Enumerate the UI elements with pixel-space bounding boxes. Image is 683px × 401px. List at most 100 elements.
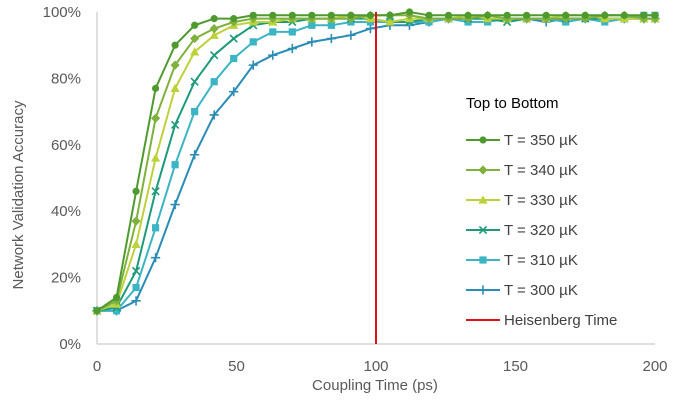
- data-point: [93, 307, 101, 315]
- y-tick-label: 80%: [51, 70, 81, 87]
- y-axis-tick-labels: 0% 20% 40% 60% 80% 100%: [43, 4, 81, 353]
- data-point: [288, 28, 296, 36]
- legend-item-t-320-k: T = 320 µK: [466, 222, 578, 239]
- legend-item-t-350-k: T = 350 µK: [466, 132, 578, 149]
- legend-label: T = 320 µK: [504, 222, 578, 239]
- data-point: [210, 78, 218, 86]
- x-tick-label: 100: [363, 358, 388, 375]
- data-point: [248, 60, 258, 70]
- legend-label: T = 340 µK: [504, 162, 578, 179]
- data-point: [112, 307, 121, 315]
- data-point: [484, 11, 492, 19]
- legend-item-t-330-k: T = 330 µK: [466, 192, 578, 209]
- data-point: [190, 150, 200, 160]
- data-point: [562, 11, 570, 19]
- data-point: [347, 11, 355, 19]
- legend-items: T = 350 µK T = 340 µK T = 330 µK T = 320 µK…: [466, 132, 617, 329]
- data-point: [209, 110, 219, 120]
- data-point: [542, 11, 550, 19]
- data-point: [503, 11, 511, 19]
- data-point: [151, 224, 160, 232]
- data-point: [131, 266, 141, 276]
- data-point: [640, 11, 648, 19]
- legend-label: T = 330 µK: [504, 192, 578, 209]
- data-point: [601, 11, 609, 19]
- data-point: [288, 11, 296, 19]
- x-axis-title: Coupling Time (ps): [312, 377, 438, 394]
- data-point: [209, 24, 219, 34]
- data-point: [326, 33, 336, 44]
- data-point: [150, 153, 161, 162]
- data-point: [385, 17, 395, 26]
- data-point: [170, 199, 180, 210]
- legend-item-t-300-k: T = 300 µK: [466, 282, 578, 299]
- data-point: [405, 8, 414, 16]
- data-point: [327, 21, 335, 29]
- data-point: [308, 11, 316, 19]
- y-tick-label: 60%: [51, 137, 81, 154]
- data-point: [112, 293, 121, 302]
- data-point: [150, 113, 161, 123]
- legend-label: T = 310 µK: [504, 252, 578, 269]
- data-point: [229, 87, 239, 97]
- data-point: [581, 11, 589, 19]
- data-point: [132, 283, 140, 292]
- legend-marker: [479, 136, 487, 144]
- data-point: [307, 37, 317, 47]
- legend-marker: [478, 225, 488, 235]
- data-point: [229, 34, 238, 43]
- series-t-350-k: [93, 8, 659, 315]
- data-point: [131, 216, 141, 226]
- data-point: [190, 47, 200, 56]
- x-tick-label: 50: [228, 358, 245, 375]
- legend-title: Top to Bottom: [466, 95, 559, 112]
- data-point: [346, 30, 356, 40]
- legend-item-heisenberg-time: Heisenberg Time: [466, 312, 617, 329]
- legend-marker: [478, 195, 488, 204]
- data-point: [210, 15, 218, 23]
- data-point: [366, 11, 375, 19]
- y-tick-label: 40%: [51, 203, 81, 220]
- data-point: [620, 11, 628, 19]
- data-point: [249, 38, 257, 46]
- data-point: [171, 41, 179, 49]
- data-point: [131, 239, 141, 248]
- data-point: [308, 21, 316, 29]
- legend: Top to Bottom T = 350 µK T = 340 µK T = 33…: [466, 95, 617, 329]
- data-point: [210, 50, 219, 60]
- y-tick-label: 100%: [43, 4, 81, 21]
- y-axis-title: Network Validation Accuracy: [10, 100, 27, 289]
- data-point: [464, 11, 472, 19]
- data-point: [170, 120, 180, 130]
- data-point: [190, 77, 199, 86]
- data-point: [523, 11, 531, 19]
- data-point: [287, 43, 297, 54]
- data-point: [131, 296, 141, 306]
- data-point: [191, 21, 199, 29]
- data-point: [150, 253, 161, 263]
- data-point: [269, 28, 277, 36]
- data-point: [269, 11, 277, 19]
- data-point: [171, 161, 179, 169]
- y-tick-label: 0%: [59, 336, 81, 353]
- legend-label: T = 350 µK: [504, 132, 578, 149]
- data-point: [132, 187, 140, 195]
- data-point: [170, 83, 180, 92]
- series-layer: [92, 8, 660, 316]
- legend-label: Heisenberg Time: [504, 312, 617, 329]
- data-point: [425, 11, 433, 19]
- data-point: [209, 30, 219, 39]
- data-point: [651, 11, 659, 19]
- x-tick-label: 200: [642, 358, 667, 375]
- data-point: [444, 11, 453, 19]
- data-point: [190, 33, 200, 44]
- data-point: [151, 84, 160, 92]
- y-tick-label: 20%: [51, 270, 81, 287]
- legend-marker: [478, 165, 488, 175]
- data-point: [327, 11, 335, 19]
- data-point: [191, 108, 199, 116]
- legend-label: T = 300 µK: [504, 282, 578, 299]
- data-point: [268, 50, 278, 60]
- legend-item-t-310-k: T = 310 µK: [466, 252, 578, 269]
